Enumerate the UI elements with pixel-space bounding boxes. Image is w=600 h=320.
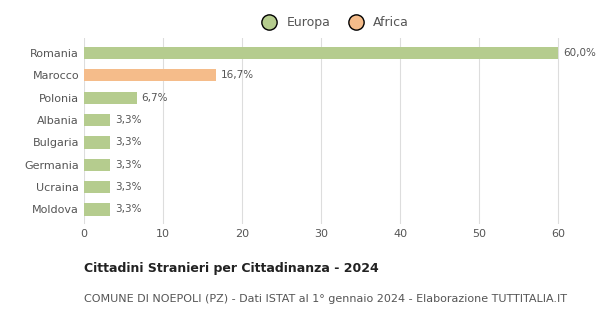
Text: 3,3%: 3,3% <box>115 137 142 148</box>
Bar <box>84 136 110 148</box>
Text: COMUNE DI NOEPOLI (PZ) - Dati ISTAT al 1° gennaio 2024 - Elaborazione TUTTITALIA: COMUNE DI NOEPOLI (PZ) - Dati ISTAT al 1… <box>84 294 567 304</box>
Text: 3,3%: 3,3% <box>115 204 142 214</box>
Bar <box>84 181 110 193</box>
Legend: Europa, Africa: Europa, Africa <box>252 11 414 34</box>
Text: 6,7%: 6,7% <box>142 93 168 103</box>
Text: 3,3%: 3,3% <box>115 182 142 192</box>
Bar <box>84 47 558 59</box>
Bar <box>84 69 216 82</box>
Bar <box>84 92 137 104</box>
Text: 3,3%: 3,3% <box>115 115 142 125</box>
Text: 16,7%: 16,7% <box>221 70 254 80</box>
Bar <box>84 159 110 171</box>
Text: 3,3%: 3,3% <box>115 160 142 170</box>
Bar <box>84 203 110 216</box>
Text: 60,0%: 60,0% <box>563 48 596 58</box>
Text: Cittadini Stranieri per Cittadinanza - 2024: Cittadini Stranieri per Cittadinanza - 2… <box>84 262 379 276</box>
Bar <box>84 114 110 126</box>
